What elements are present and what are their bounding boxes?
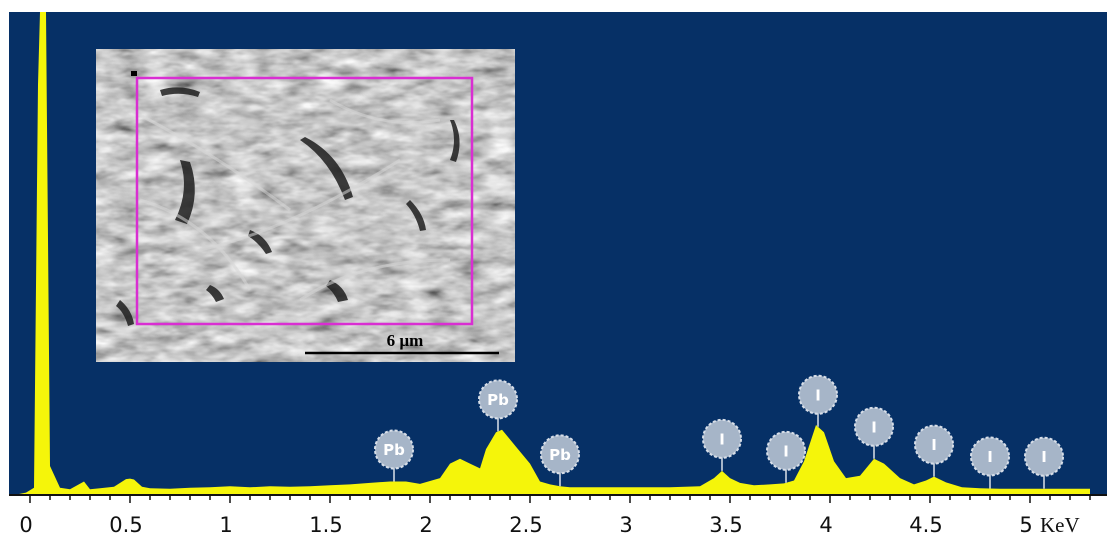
peak-marker-badge (478, 379, 518, 420)
x-tick-labels: 0 0.5 1 1.5 2 2.5 3 3.5 4 4.5 5 (19, 513, 1032, 537)
peak-marker-label: I (987, 448, 993, 466)
selection-box (135, 76, 474, 326)
peak-marker-i: I (1024, 436, 1064, 489)
x-tick-label: 3 (619, 513, 632, 537)
peak-marker-badge (1024, 436, 1064, 477)
x-unit-label: KeV (1040, 513, 1080, 537)
peak-marker-i: I (798, 374, 838, 427)
peak-marker-label: I (783, 442, 789, 460)
x-tick-label: 1 (219, 513, 232, 537)
x-tick-label: 1.5 (309, 513, 342, 537)
peak-marker-badge (374, 429, 414, 470)
x-tick-label: 3.5 (709, 513, 742, 537)
peak-marker-i: I (854, 406, 894, 459)
x-tick-label: 2 (419, 513, 432, 537)
peak-markers: Pb Pb Pb I I I I I I I (374, 374, 1064, 489)
peak-marker-i: I (702, 418, 742, 471)
x-tick-label: 4.5 (909, 513, 942, 537)
peak-marker-label: I (815, 386, 821, 404)
selection-handle (131, 71, 137, 76)
peak-marker-label: I (931, 436, 937, 454)
peak-marker-badge (970, 436, 1010, 477)
peak-marker-label: Pb (549, 446, 571, 464)
sem-inset-image: 6 µm (96, 49, 515, 362)
peak-marker-badge (540, 434, 580, 475)
peak-marker-pb: Pb (374, 429, 414, 482)
peak-marker-i: I (970, 436, 1010, 489)
x-ticks (29, 495, 1091, 503)
x-tick-label: 0.5 (109, 513, 142, 537)
peak-marker-badge (914, 424, 954, 465)
peak-marker-label: I (719, 430, 725, 448)
scale-bar-label: 6 µm (387, 331, 424, 350)
peak-marker-badge (766, 430, 806, 471)
peak-marker-pb: Pb (478, 379, 518, 432)
peak-marker-label: Pb (383, 441, 405, 459)
peak-marker-badge (854, 406, 894, 447)
peak-marker-i: I (914, 424, 954, 477)
peak-marker-label: Pb (487, 391, 509, 409)
x-tick-label: 2.5 (509, 513, 542, 537)
peak-marker-i: I (766, 430, 806, 483)
peak-marker-badge (702, 418, 742, 459)
peak-marker-badge (798, 374, 838, 415)
peak-marker-pb: Pb (540, 434, 580, 487)
x-tick-label: 4 (819, 513, 832, 537)
x-axis: 0 0.5 1 1.5 2 2.5 3 3.5 4 4.5 5 KeV (9, 494, 1107, 537)
x-tick-label: 5 (1019, 513, 1032, 537)
peak-marker-label: I (1041, 448, 1047, 466)
peak-marker-label: I (871, 418, 877, 436)
x-tick-label: 0 (19, 513, 32, 537)
